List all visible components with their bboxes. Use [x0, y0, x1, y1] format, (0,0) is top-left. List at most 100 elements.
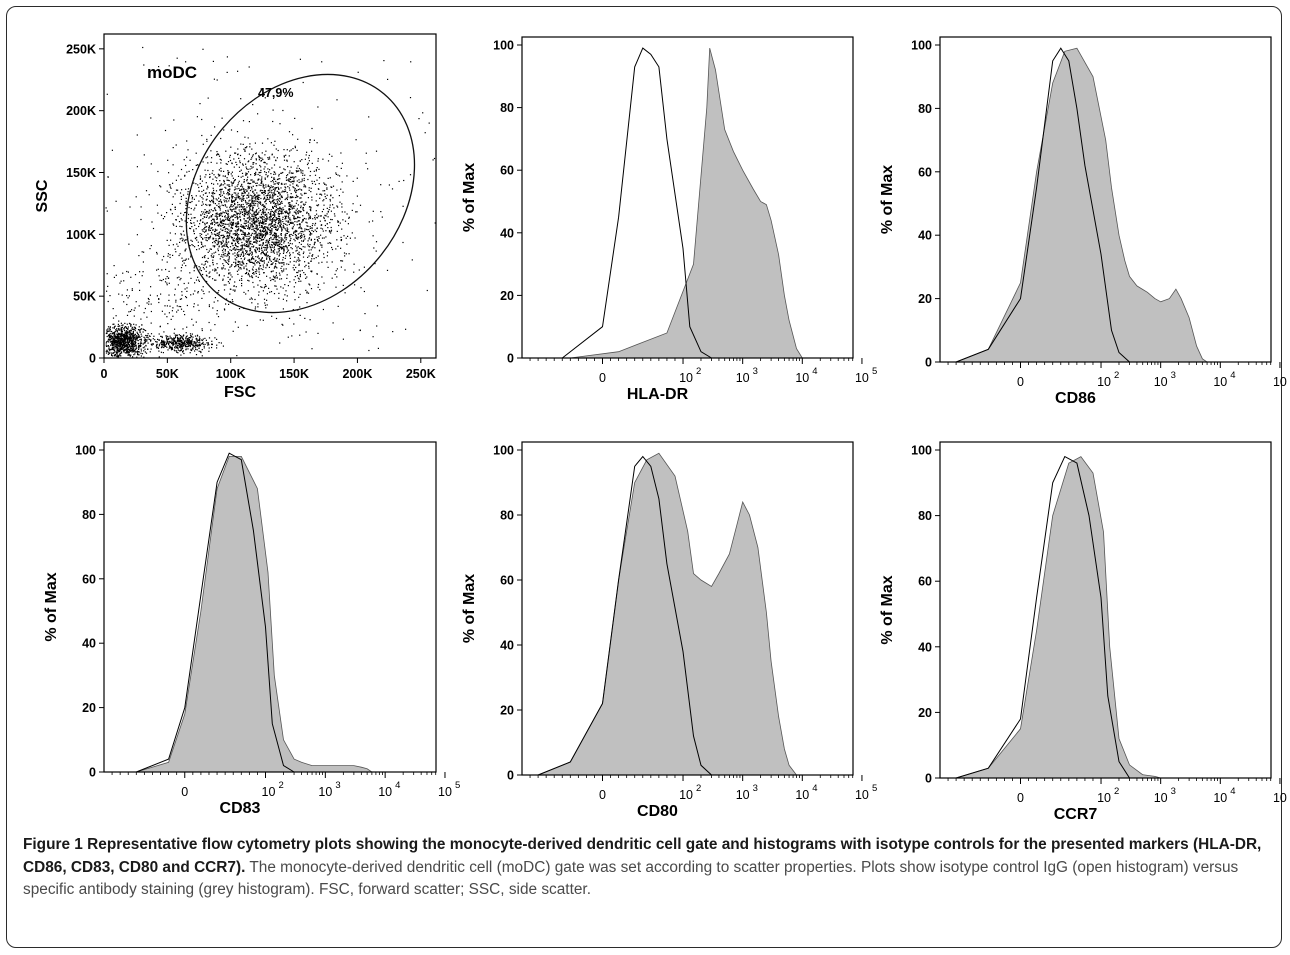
scatter-point — [264, 237, 266, 239]
scatter-point — [125, 337, 127, 339]
scatter-point — [147, 337, 149, 339]
scatter-point — [216, 212, 218, 214]
scatter-point — [285, 197, 287, 199]
scatter-point — [195, 345, 198, 347]
scatter-point — [150, 340, 152, 342]
scatter-point — [233, 208, 235, 210]
scatter-point — [218, 290, 220, 292]
scatter-point — [324, 193, 326, 195]
scatter-point — [221, 204, 223, 206]
scatter-point — [281, 248, 283, 250]
scatter-point — [198, 336, 201, 338]
scatter-point — [240, 253, 242, 255]
scatter-point — [223, 308, 226, 310]
scatter-point — [308, 154, 310, 157]
scatter-point — [237, 265, 240, 268]
scatter-point — [331, 219, 333, 221]
scatter-point — [248, 253, 250, 255]
scatter-point — [187, 345, 189, 347]
scatter-point — [147, 348, 149, 350]
scatter-point — [248, 182, 250, 184]
scatter-point — [208, 227, 210, 229]
scatter-point — [246, 194, 248, 196]
scatter-point — [115, 346, 117, 348]
scatter-point — [296, 200, 298, 202]
scatter-point — [150, 322, 152, 324]
scatter-point — [296, 259, 298, 261]
scatter-point — [228, 260, 230, 263]
scatter-point — [262, 243, 264, 245]
scatter-point — [265, 252, 267, 254]
scatter-point — [269, 196, 271, 198]
scatter-point — [191, 349, 193, 352]
scatter-point — [301, 248, 303, 251]
scatter-point — [286, 230, 288, 232]
scatter-point — [247, 227, 249, 229]
scatter-point — [181, 339, 183, 342]
scatter-point — [262, 235, 265, 237]
scatter-point — [209, 173, 211, 175]
scatter-point — [374, 263, 376, 265]
scatter-point — [229, 188, 231, 190]
scatter-point — [185, 201, 187, 203]
scatter-point — [275, 317, 278, 320]
scatter-point — [270, 185, 272, 187]
scatter-point — [261, 182, 263, 184]
scatter-point — [268, 239, 271, 241]
scatter-point — [240, 229, 242, 231]
scatter-point — [273, 246, 275, 248]
scatter-point — [214, 337, 216, 339]
scatter-point — [305, 289, 307, 291]
scatter-point — [311, 224, 313, 227]
scatter-point — [280, 223, 282, 225]
scatter-point — [306, 225, 308, 227]
scatter-point — [128, 354, 131, 356]
scatter-point — [276, 235, 278, 237]
scatter-point — [169, 345, 171, 347]
scatter-point — [115, 355, 117, 357]
scatter-point — [230, 204, 232, 206]
scatter-point — [136, 339, 138, 341]
scatter-point — [315, 200, 317, 202]
scatter-point — [251, 275, 253, 277]
scatter-point — [301, 237, 303, 239]
scatter-point — [210, 201, 212, 203]
scatter-point — [268, 171, 270, 173]
scatter-point — [260, 184, 262, 186]
scatter-point — [215, 229, 217, 231]
scatter-point — [205, 274, 208, 276]
scatter-point — [234, 230, 236, 232]
scatter-point — [261, 152, 263, 154]
scatter-point — [181, 264, 183, 266]
scatter-point — [304, 273, 306, 276]
scatter-point — [262, 208, 264, 210]
scatter-point — [255, 210, 257, 212]
scatter-point — [280, 202, 282, 204]
scatter-point — [243, 227, 245, 229]
scatter-point — [227, 214, 230, 216]
scatter-point — [262, 213, 265, 215]
scatter-point — [223, 226, 226, 228]
scatter-point — [221, 219, 223, 221]
scatter-point — [235, 199, 237, 201]
scatter-point — [180, 198, 182, 200]
scatter-point — [251, 179, 253, 181]
scatter-point — [118, 341, 120, 343]
scatter-point — [265, 174, 267, 176]
scatter-point — [308, 267, 310, 269]
scatter-point — [251, 167, 253, 169]
scatter-point — [303, 184, 305, 186]
scatter-point — [227, 251, 229, 253]
scatter-point — [142, 343, 144, 345]
scatter-point — [168, 344, 170, 346]
scatter-point — [171, 338, 173, 340]
scatter-point — [107, 340, 109, 342]
scatter-point — [119, 282, 121, 284]
scatter-point — [302, 203, 305, 205]
scatter-point — [130, 354, 132, 356]
scatter-point — [116, 347, 119, 349]
scatter-point — [255, 174, 257, 176]
scatter-point — [286, 192, 288, 194]
scatter-point — [216, 217, 218, 219]
scatter-point — [119, 344, 121, 347]
